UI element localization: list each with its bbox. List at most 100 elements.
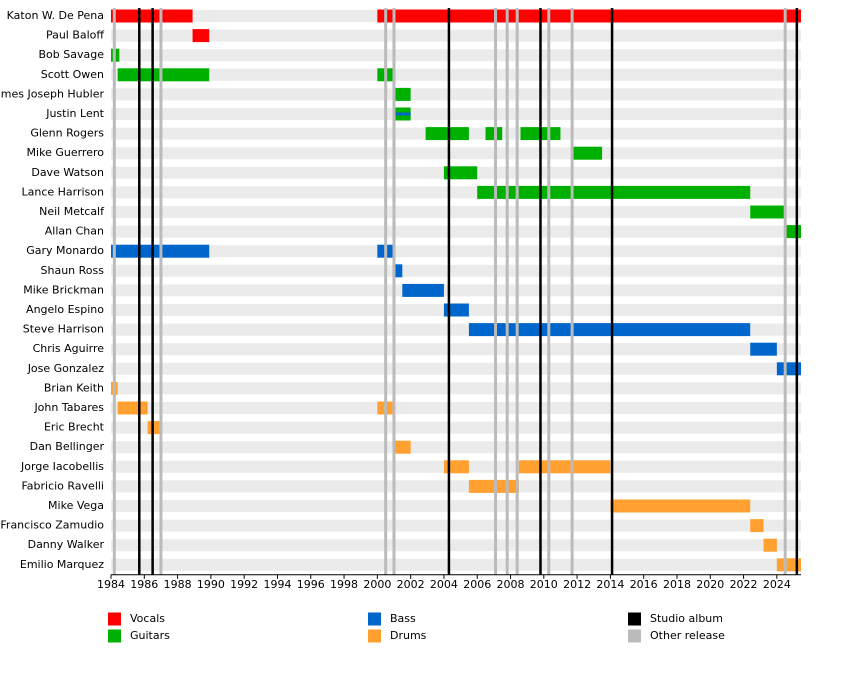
row-stripe	[111, 108, 801, 120]
member-label: Dave Watson	[31, 166, 104, 179]
member-bar	[477, 185, 751, 199]
member-bar	[393, 87, 411, 101]
member-bar	[147, 421, 161, 435]
x-tick-label: 2020	[696, 578, 724, 591]
x-tick-label: 1996	[297, 578, 325, 591]
member-bar	[117, 68, 210, 82]
x-tick-label: 1994	[263, 578, 291, 591]
row-stripe	[111, 29, 801, 42]
x-tick-label: 1990	[197, 578, 225, 591]
x-tick-label: 2000	[363, 578, 391, 591]
legend-label: Studio album	[650, 612, 723, 625]
row-stripe	[111, 539, 801, 552]
legend-swatch	[368, 629, 381, 643]
member-bar	[425, 127, 469, 141]
member-bar	[402, 283, 444, 297]
member-bar	[443, 166, 478, 180]
member-label: Bob Savage	[39, 48, 105, 61]
row-stripe	[111, 382, 801, 395]
member-bar	[750, 519, 764, 533]
member-label: Francisco Zamudio	[0, 519, 104, 532]
member-label: Jorge Iacobellis	[20, 460, 104, 473]
x-tick-label: 2002	[397, 578, 425, 591]
row-stripe	[111, 49, 801, 62]
member-label: Brian Keith	[44, 381, 104, 394]
member-bar	[192, 29, 210, 43]
legend-swatch	[628, 612, 641, 626]
member-bar	[572, 146, 603, 160]
member-label: Eric Brecht	[44, 421, 105, 434]
member-bar	[610, 499, 751, 513]
row-stripe	[111, 441, 801, 454]
member-label: Katon W. De Pena	[7, 9, 104, 22]
row-stripe	[111, 480, 801, 493]
member-label: Scott Owen	[41, 68, 104, 81]
legend-label: Bass	[390, 612, 416, 625]
member-label: Mike Guerrero	[27, 146, 105, 159]
legend-swatch	[368, 612, 381, 626]
member-label: Steve Harrison	[23, 323, 104, 336]
member-label: Mike Vega	[48, 499, 104, 512]
row-stripe	[111, 264, 801, 277]
x-tick-label: 2008	[497, 578, 525, 591]
member-label: Paul Baloff	[46, 29, 104, 42]
legend-swatch	[108, 629, 121, 643]
member-label: Angelo Espino	[26, 303, 104, 316]
x-tick-label: 2018	[663, 578, 691, 591]
member-bar	[776, 558, 801, 572]
member-label: Jose Gonzalez	[27, 362, 105, 375]
member-label: Shaun Ross	[41, 264, 105, 277]
row-stripe	[111, 147, 801, 160]
x-tick-label: 1992	[230, 578, 258, 591]
row-stripe	[111, 225, 801, 238]
x-tick-label: 2016	[630, 578, 658, 591]
legend-swatch	[108, 612, 121, 626]
member-bar	[393, 112, 411, 116]
member-bar	[485, 127, 503, 141]
row-stripe	[111, 558, 801, 571]
legend-swatch	[628, 629, 641, 643]
member-bar	[393, 264, 403, 278]
member-label: Allan Chan	[45, 225, 104, 238]
x-tick-label: 2014	[596, 578, 624, 591]
x-tick-label: 1998	[330, 578, 358, 591]
member-label: Fabricio Ravelli	[21, 479, 104, 492]
member-bar	[785, 225, 801, 239]
x-tick-label: 2004	[430, 578, 458, 591]
x-tick-label: 2012	[563, 578, 591, 591]
member-label: John Tabares	[33, 401, 104, 414]
member-bar	[518, 460, 611, 474]
x-tick-label: 2010	[530, 578, 558, 591]
member-bar	[750, 342, 777, 356]
x-tick-label: 2024	[763, 578, 791, 591]
x-tick-label: 1988	[164, 578, 192, 591]
member-bar	[763, 538, 777, 552]
member-bar	[468, 323, 751, 337]
row-stripe	[111, 402, 801, 414]
member-label: Dan Bellinger	[30, 440, 105, 453]
row-stripe	[111, 206, 801, 218]
x-tick-label: 1986	[130, 578, 158, 591]
member-label: James Joseph Hubler	[0, 87, 104, 100]
member-label: Mike Brickman	[23, 283, 104, 296]
member-bar	[117, 401, 148, 415]
row-stripe	[111, 88, 801, 101]
row-stripe	[111, 68, 801, 81]
x-tick-label: 2022	[730, 578, 758, 591]
row-stripe	[111, 245, 801, 258]
member-label: Glenn Rogers	[30, 127, 104, 140]
member-bar	[750, 205, 786, 219]
member-label: Chris Aguirre	[33, 342, 105, 355]
legend-label: Other release	[650, 629, 725, 642]
member-bar	[468, 479, 519, 493]
member-bar	[377, 9, 801, 23]
x-tick-label: 1984	[97, 578, 125, 591]
member-label: Emilio Marquez	[20, 558, 104, 571]
member-label: Justin Lent	[45, 107, 104, 120]
legend-label: Vocals	[130, 612, 165, 625]
member-bar	[393, 440, 411, 454]
legend-label: Drums	[390, 629, 427, 642]
row-stripe	[111, 362, 801, 375]
member-label: Gary Monardo	[26, 244, 104, 257]
legend-label: Guitars	[130, 629, 170, 642]
